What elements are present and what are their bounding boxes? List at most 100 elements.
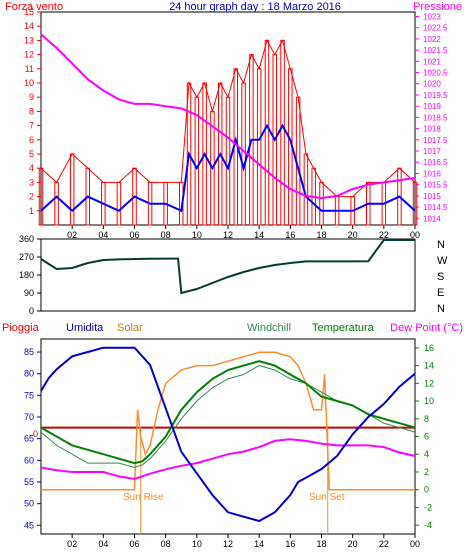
pressure-tick-label: 1021 <box>423 57 441 66</box>
wind-tick-label: 13 <box>24 35 34 45</box>
wind-bar <box>54 181 59 226</box>
wind-tick-label: 15 <box>24 7 34 17</box>
direction-panel-frame <box>40 238 416 312</box>
temperature-panel-frame <box>40 338 416 535</box>
wind-bar <box>256 68 262 226</box>
temperature-tick-label: 8 <box>424 414 429 424</box>
wind-axis-label: Forza vento <box>5 1 63 13</box>
direction-tick-label: 360 <box>19 234 34 244</box>
humidity-tick-label: 80 <box>24 369 34 379</box>
wind-panel-frame <box>40 11 416 226</box>
pressure-tick-label: 1020 <box>423 80 441 89</box>
wind-bar <box>69 153 75 226</box>
x-tick-label-p3: 06 <box>129 539 139 549</box>
wind-tick-label: 1 <box>29 206 34 216</box>
pressure-tick-label: 1019.5 <box>423 91 448 100</box>
humidity-tick-label: 50 <box>24 499 34 509</box>
x-tick-label-p1: 04 <box>98 230 108 240</box>
pressure-tick-label: 1014.5 <box>423 203 448 212</box>
dewpoint-series-line <box>40 438 416 481</box>
x-tick-label-p3: 18 <box>316 539 326 549</box>
dewpoint-label: Dew Point (°C) <box>390 322 463 334</box>
temperature-tick-label: 6 <box>424 432 429 442</box>
wind-bar <box>241 82 246 226</box>
temperature-tick-label: -2 <box>424 502 432 512</box>
temperature-tick-label: 16 <box>424 343 434 353</box>
compass-w: W <box>437 255 448 267</box>
wind-tick-label: 5 <box>29 149 34 159</box>
x-tick-label-p3: 08 <box>161 539 171 549</box>
direction-tick-label: 270 <box>19 252 34 262</box>
temperature-tick-label: 10 <box>424 396 434 406</box>
temperature-label: Temperatura <box>312 322 375 334</box>
x-tick-label-p3: 12 <box>223 539 233 549</box>
compass-n-top: N <box>437 239 445 251</box>
solar-label: Solar <box>117 322 143 334</box>
pressure-tick-label: 1016.5 <box>423 158 448 167</box>
pressure-tick-label: 1021.5 <box>423 46 448 55</box>
direction-tick-label: 90 <box>24 288 34 298</box>
pressure-tick-label: 1018.5 <box>423 113 448 122</box>
x-tick-label-p1: 18 <box>316 230 326 240</box>
temperature-series-line <box>40 360 416 465</box>
x-tick-label-p3: 02 <box>67 539 77 549</box>
wind-tick-label: 2 <box>29 192 34 202</box>
wind-tick-label: 9 <box>29 92 34 102</box>
x-tick-label-p1: 22 <box>379 230 389 240</box>
wind-bar <box>319 181 324 226</box>
temperature-tick-label: 4 <box>424 449 429 459</box>
x-tick-label-p3: 22 <box>379 539 389 549</box>
humidity-tick-label: 65 <box>24 434 34 444</box>
wind-tick-label: 10 <box>24 78 34 88</box>
temperature-tick-label: 14 <box>424 361 434 371</box>
wind-bar <box>116 181 122 226</box>
humidity-tick-label: 55 <box>24 477 34 487</box>
x-tick-label-p3: 10 <box>192 539 202 549</box>
temperature-tick-label: 12 <box>424 378 434 388</box>
sunrise-label: Sun Rise <box>123 492 164 503</box>
x-tick-label-p3: 20 <box>348 539 358 549</box>
wind-tick-label: 8 <box>29 106 34 116</box>
x-tick-label-p1: 16 <box>285 230 295 240</box>
x-tick-label-p1: 00 <box>410 230 420 240</box>
sunset-label: Sun Set <box>309 492 345 503</box>
x-tick-label-p3: 16 <box>285 539 295 549</box>
wind-tick-label: 12 <box>24 50 34 60</box>
wind-series-line <box>40 39 416 198</box>
x-tick-label-p1: 08 <box>161 230 171 240</box>
x-tick-label-p3: 04 <box>98 539 108 549</box>
compass-e: E <box>437 287 444 299</box>
temperature-tick-label: -4 <box>424 520 432 530</box>
humidity-tick-label: 45 <box>24 520 34 530</box>
direction-tick-label: 180 <box>19 270 34 280</box>
pressure-tick-label: 1014 <box>423 214 441 223</box>
compass-n-bottom: N <box>437 303 445 315</box>
pressure-tick-label: 1022 <box>423 35 441 44</box>
wind-tick-label: 6 <box>29 135 34 145</box>
wind-tick-label: 11 <box>25 64 34 74</box>
wind-bar <box>280 39 285 226</box>
pressure-tick-label: 1018 <box>423 125 441 134</box>
direction-series-line <box>40 239 415 295</box>
pressure-tick-label: 1023 <box>423 12 441 21</box>
pressure-tick-label: 1019 <box>423 102 441 111</box>
compass-s: S <box>437 271 444 283</box>
gust-series-line <box>40 123 416 213</box>
chart-title: 24 hour graph day : 18 Marzo 2016 <box>169 1 341 13</box>
humidity-tick-label: 60 <box>24 455 34 465</box>
x-tick-label-p1: 20 <box>348 230 358 240</box>
humidity-label: Umidita <box>66 322 104 334</box>
wind-tick-label: 7 <box>29 121 34 131</box>
windchill-label: Windchill <box>247 322 291 334</box>
wind-tick-label: 4 <box>29 163 34 173</box>
humidity-tick-label: 70 <box>24 412 34 422</box>
temperature-tick-label: 2 <box>424 467 429 477</box>
pressure-tick-label: 1020.5 <box>423 69 448 78</box>
pressure-tick-label: 1015 <box>423 192 441 201</box>
pressure-tick-label: 1022.5 <box>423 24 448 33</box>
wind-bar <box>264 39 270 226</box>
rain-label: Pioggia <box>2 322 40 334</box>
wind-tick-label: 3 <box>29 177 34 187</box>
x-tick-label-p1: 12 <box>223 230 233 240</box>
